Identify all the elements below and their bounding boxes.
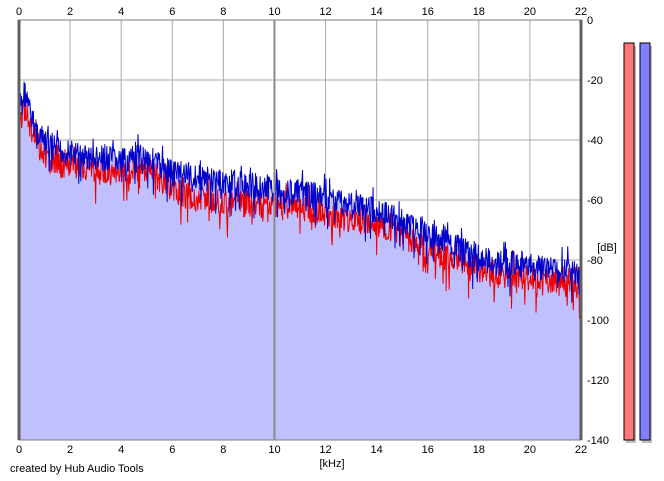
y-tick-label: -40 (587, 135, 603, 147)
x-tick-label-bottom: 14 (371, 444, 383, 456)
x-tick-label-top: 10 (268, 6, 280, 18)
x-tick-label-top: 8 (220, 6, 226, 18)
x-axis-top-ticks: 0 2 4 6 8 10 12 14 16 18 20 22 (16, 6, 587, 18)
x-tick-label-bottom: 2 (67, 444, 73, 456)
x-tick-label-bottom: 0 (16, 444, 22, 456)
x-tick-label-top: 12 (319, 6, 331, 18)
level-meters (623, 42, 652, 443)
x-tick-label-bottom: 20 (524, 444, 536, 456)
x-tick-label-top: 2 (67, 6, 73, 18)
x-tick-label-bottom: 6 (169, 444, 175, 456)
y-tick-label: -140 (587, 435, 609, 447)
x-tick-label-top: 16 (422, 6, 434, 18)
x-tick-label-bottom: 12 (319, 444, 331, 456)
x-tick-label-bottom: 16 (422, 444, 434, 456)
y-tick-label: 0 (587, 15, 593, 27)
x-tick-label-bottom: 4 (118, 444, 124, 456)
level-meter-right (639, 42, 651, 441)
x-tick-label-bottom: 22 (575, 444, 587, 456)
y-tick-label: -120 (587, 375, 609, 387)
x-tick-label-bottom: 10 (268, 444, 280, 456)
y-tick-label: -100 (587, 315, 609, 327)
x-tick-label-top: 4 (118, 6, 124, 18)
x-axis-bottom-ticks: 0 2 4 6 8 10 12 14 16 18 20 22 (16, 444, 587, 456)
x-tick-label-bottom: 8 (220, 444, 226, 456)
x-tick-label-top: 0 (16, 6, 22, 18)
x-tick-label-top: 22 (575, 6, 587, 18)
series-line-blue (18, 81, 582, 303)
y-tick-label: -60 (587, 195, 603, 207)
plot-border (17, 19, 583, 441)
y-tick-label: -20 (587, 75, 603, 87)
spectrum-lines (18, 81, 582, 320)
y-axis-label: [dB] (597, 242, 617, 254)
x-tick-label-top: 14 (371, 6, 383, 18)
level-meter-left (623, 42, 635, 441)
credit-text: created by Hub Audio Tools (10, 463, 144, 475)
x-axis-label: [kHz] (319, 458, 344, 470)
x-tick-label-top: 6 (169, 6, 175, 18)
x-tick-label-bottom: 18 (473, 444, 485, 456)
x-tick-label-top: 20 (524, 6, 536, 18)
x-tick-label-top: 18 (473, 6, 485, 18)
y-tick-label: -80 (587, 255, 603, 267)
y-axis-ticks: 0 -20 -40 -60 -80 -100 -120 -140 (587, 15, 609, 447)
